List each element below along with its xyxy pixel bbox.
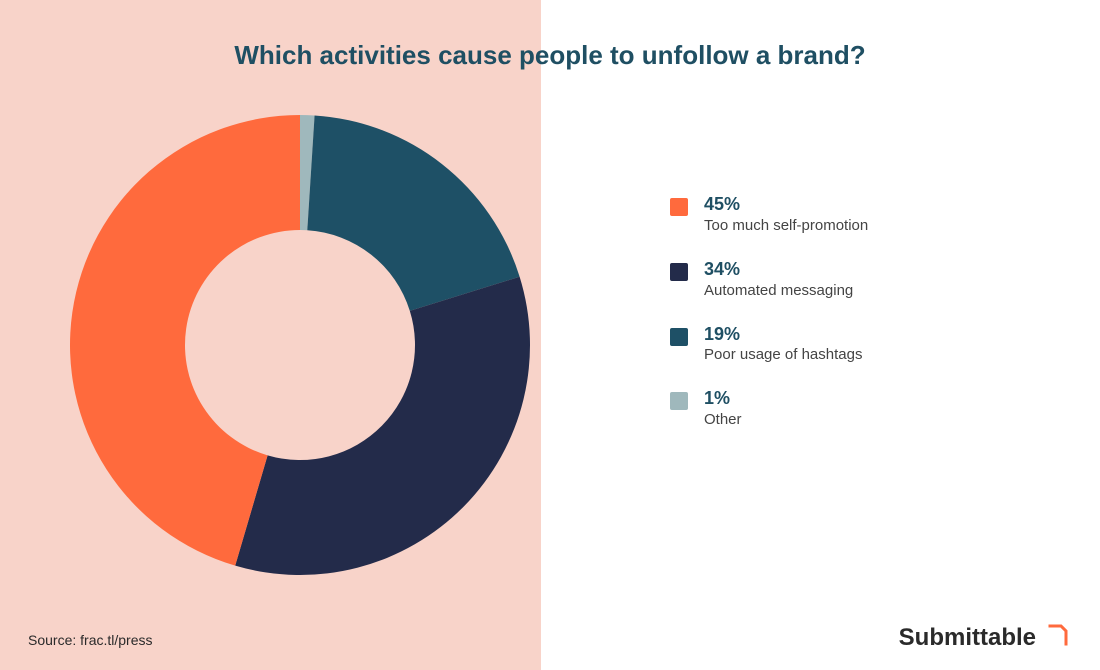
legend-item: 45% Too much self-promotion — [670, 195, 868, 234]
legend-swatch — [670, 198, 688, 216]
legend-label: Other — [704, 411, 742, 428]
legend-value: 1% — [704, 389, 742, 409]
legend-value: 45% — [704, 195, 868, 215]
brand-icon — [1046, 624, 1070, 652]
legend-text: 1% Other — [704, 389, 742, 428]
legend-text: 34% Automated messaging — [704, 260, 853, 299]
legend-item: 19%Poor usage of hashtags — [670, 325, 868, 364]
brand-name: Submittable — [899, 624, 1036, 652]
donut-svg — [70, 115, 530, 575]
legend-item: 1% Other — [670, 389, 868, 428]
legend-value: 34% — [704, 260, 853, 280]
chart-title: Which activities cause people to unfollo… — [0, 40, 1100, 71]
brand-icon-path — [1050, 626, 1066, 644]
legend-label: Too much self-promotion — [704, 217, 868, 234]
legend-text: 45% Too much self-promotion — [704, 195, 868, 234]
brand-logo: Submittable — [899, 624, 1070, 652]
donut-segment — [307, 115, 519, 310]
donut-segment — [235, 277, 530, 575]
legend-swatch — [670, 328, 688, 346]
legend-text: 19%Poor usage of hashtags — [704, 325, 862, 364]
legend-label: Poor usage of hashtags — [704, 346, 862, 363]
legend-label: Automated messaging — [704, 282, 853, 299]
legend-swatch — [670, 263, 688, 281]
legend-value: 19% — [704, 325, 862, 345]
infographic-canvas: Which activities cause people to unfollo… — [0, 0, 1100, 670]
legend-item: 34% Automated messaging — [670, 260, 868, 299]
donut-chart — [70, 115, 530, 575]
legend: 45% Too much self-promotion 34% Automated m… — [670, 195, 868, 428]
source-text: Source: frac.tl/press — [28, 632, 153, 648]
legend-swatch — [670, 392, 688, 410]
